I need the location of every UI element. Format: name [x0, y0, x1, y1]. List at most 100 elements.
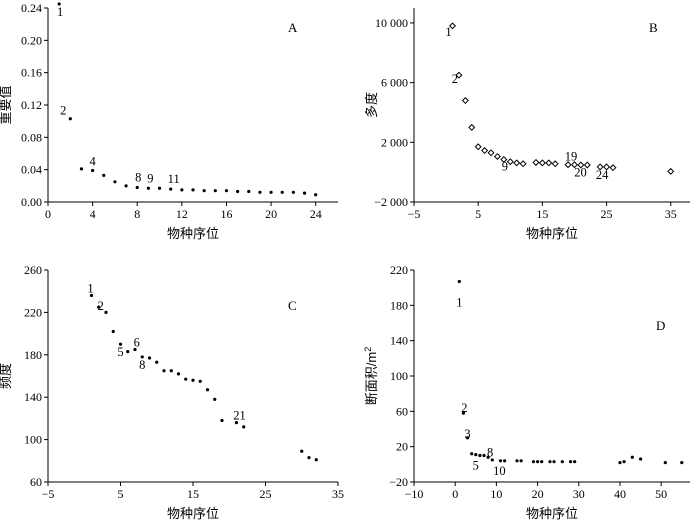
data-point [570, 161, 578, 169]
data-point [258, 190, 262, 194]
x-tick-label: 5 [475, 207, 481, 221]
data-point [532, 158, 540, 166]
data-point [147, 356, 152, 360]
data-point [124, 184, 128, 188]
data-point [461, 97, 469, 105]
data-point [503, 459, 507, 463]
data-point [247, 189, 251, 194]
data-point [118, 342, 123, 346]
y-tick-label: 140 [24, 390, 42, 404]
y-tick-label: 60 [396, 404, 408, 418]
point-label: 8 [487, 445, 493, 459]
x-tick-label: 5 [118, 487, 124, 501]
y-tick-label: 100 [24, 433, 42, 447]
y-tick-label: −20 [389, 475, 408, 489]
data-point [205, 388, 210, 392]
data-point [573, 460, 577, 464]
data-point [515, 459, 519, 463]
x-tick-label: 25 [260, 487, 272, 501]
data-point [198, 379, 202, 383]
data-point [468, 123, 476, 131]
data-point [155, 360, 159, 364]
x-tick-label: 50 [655, 487, 667, 501]
data-point [191, 188, 195, 192]
point-label: 11 [168, 172, 180, 186]
point-label: 20 [574, 166, 587, 180]
point-label: 21 [233, 409, 246, 423]
x-tick-label: 16 [220, 207, 232, 221]
data-point [314, 193, 318, 197]
data-point [630, 455, 634, 459]
point-label: 2 [452, 72, 458, 86]
data-point [213, 189, 217, 193]
y-tick-label: 20 [396, 440, 408, 454]
data-point [280, 190, 284, 194]
y-tick-label: 180 [390, 298, 408, 312]
point-label: 3 [464, 427, 470, 441]
data-point [455, 71, 463, 79]
y-tick-label: 140 [390, 334, 408, 348]
data-point [506, 158, 514, 166]
data-point [531, 460, 536, 464]
y-axis-title: 多度 [364, 92, 379, 118]
panel-letter: C [288, 298, 297, 313]
data-point [224, 189, 229, 193]
data-point [291, 190, 295, 194]
point-label: 9 [502, 159, 508, 173]
data-point [180, 188, 184, 192]
x-tick-label: 35 [665, 207, 677, 221]
data-point [307, 456, 311, 460]
data-point [97, 305, 101, 309]
data-point [667, 167, 675, 175]
point-label: 24 [596, 168, 609, 182]
x-tick-label: 40 [614, 487, 626, 501]
data-point [104, 310, 108, 314]
point-label: 2 [98, 299, 104, 313]
data-point [552, 460, 556, 464]
panel-a: 0 4 8 12 16 20 240.000.040.080.120.160.200.24物… [0, 1, 338, 241]
point-label: 8 [135, 170, 141, 184]
x-axis-title: 物种序位 [167, 226, 219, 241]
data-point [213, 397, 217, 401]
data-point [638, 457, 643, 461]
y-tick-label: 10 000 [375, 16, 408, 30]
data-point [482, 453, 486, 458]
y-tick-label: 60 [30, 475, 42, 489]
data-point [487, 149, 495, 157]
point-label: 1 [57, 5, 63, 19]
data-point [126, 350, 130, 354]
x-tick-label: 25 [601, 207, 613, 221]
y-tick-label: 0.08 [21, 130, 42, 144]
x-tick-label: 20 [532, 487, 544, 501]
data-point [113, 180, 117, 184]
data-point [135, 185, 139, 190]
data-point [577, 161, 585, 169]
y-tick-label: 2 000 [381, 135, 408, 149]
x-tick-label: −10 [405, 487, 424, 501]
x-tick-label: 10 [490, 487, 502, 501]
x-tick-label: 0 [452, 487, 458, 501]
data-point [169, 369, 173, 373]
point-label: 2 [60, 104, 66, 118]
y-tick-label: 0.16 [21, 66, 42, 80]
data-point [568, 460, 573, 464]
data-point [545, 159, 553, 167]
data-point [234, 421, 239, 425]
point-label: 6 [134, 336, 140, 350]
data-point [302, 191, 307, 195]
data-point [596, 163, 604, 171]
data-point [486, 455, 490, 459]
point-label: 1 [87, 281, 93, 295]
data-point [478, 453, 482, 458]
x-tick-label: 4 [90, 207, 96, 221]
y-tick-label: 0.20 [21, 33, 42, 47]
data-point [498, 459, 503, 463]
panel-d: −10 0 10 20 30 40 50 −20 20 60 100 140 180 220 物种序位 断面积… [363, 263, 690, 521]
point-label: 4 [89, 154, 96, 168]
y-axis-title: 重要值 [0, 85, 13, 124]
data-point [57, 2, 61, 6]
data-point [548, 460, 552, 464]
y-axis-title: 断面积/m2 [363, 347, 379, 405]
data-point [300, 449, 304, 453]
